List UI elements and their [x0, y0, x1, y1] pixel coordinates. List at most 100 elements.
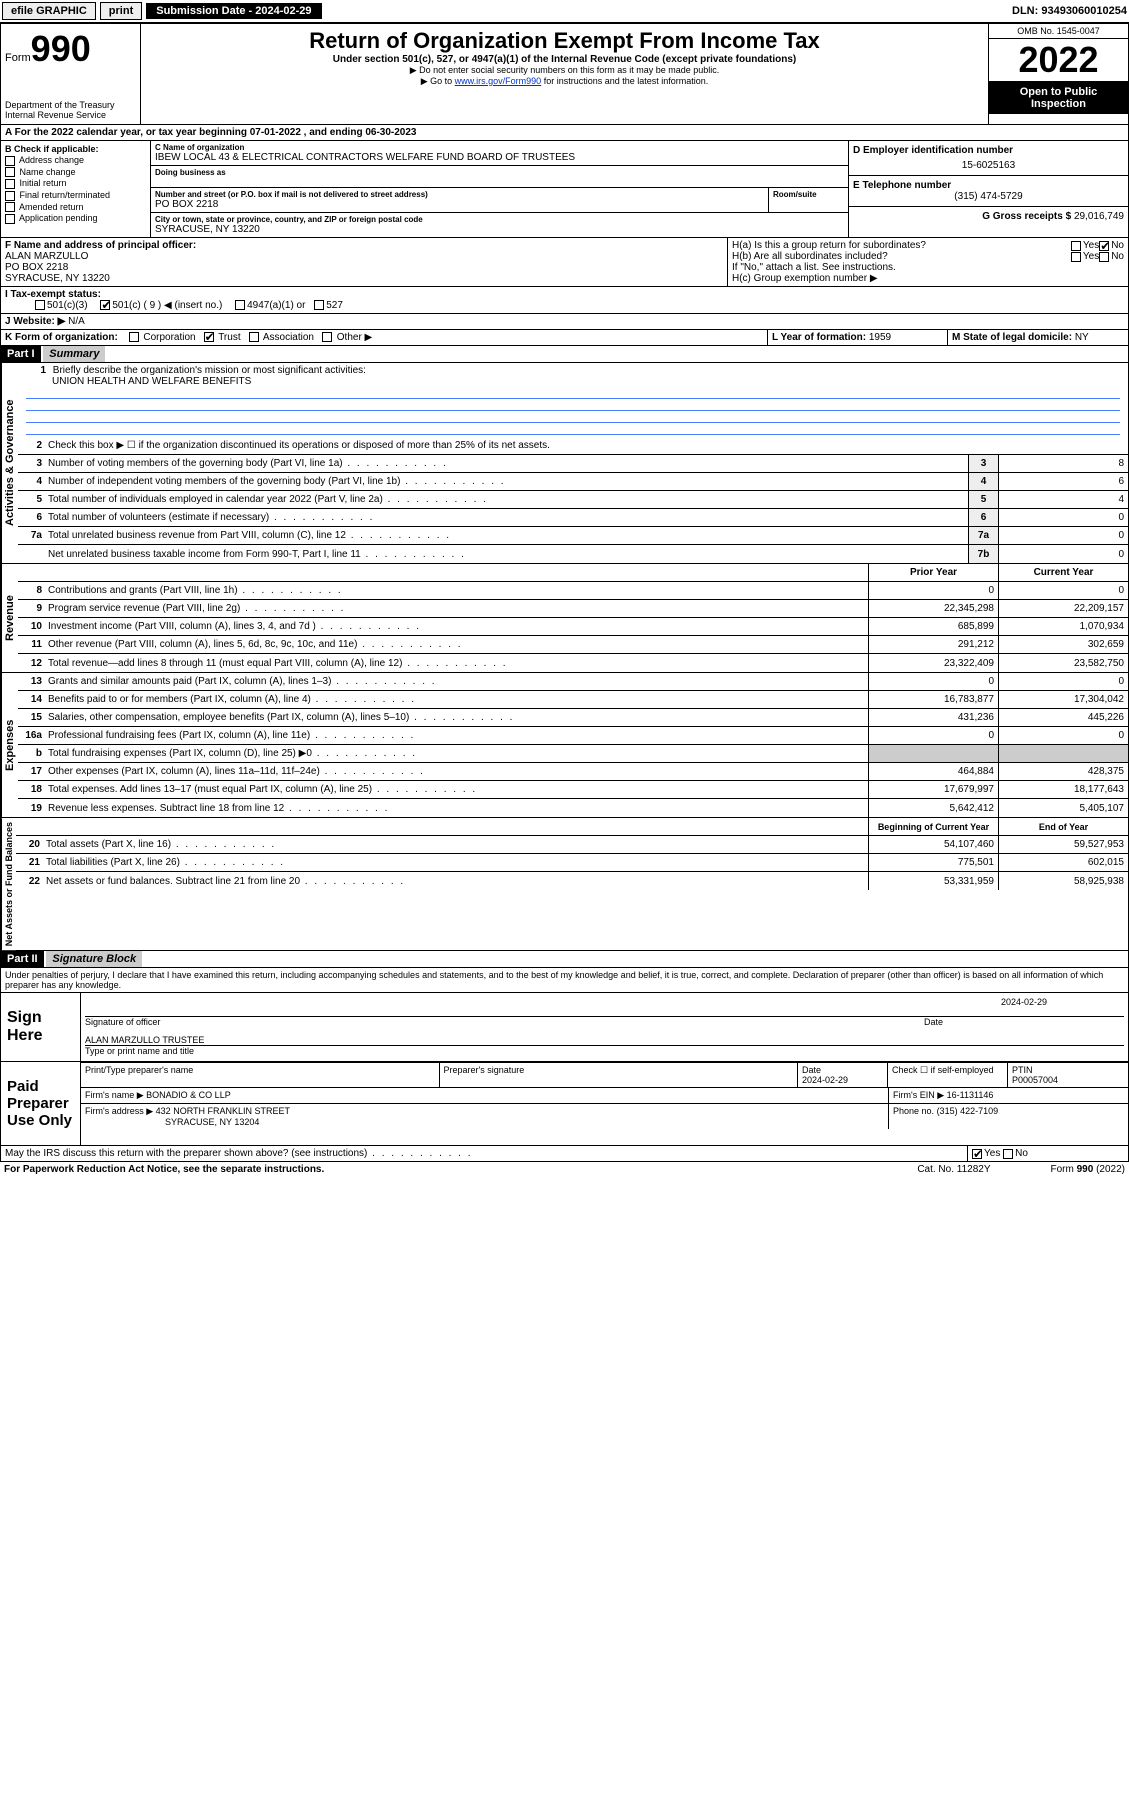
k-opt-checkbox[interactable]	[129, 332, 139, 342]
print-button[interactable]: print	[100, 2, 142, 20]
inspection-label: Open to Public Inspection	[989, 82, 1128, 114]
summary-line: Total number of individuals employed in …	[46, 493, 968, 506]
summary-line: Number of independent voting members of …	[46, 475, 968, 488]
city-state-zip: SYRACUSE, NY 13220	[155, 224, 844, 235]
prior-value: 16,783,877	[868, 691, 998, 708]
cat-no: Cat. No. 11282Y	[917, 1164, 990, 1175]
gross-label: G Gross receipts $	[982, 211, 1071, 222]
b-opt-checkbox[interactable]	[5, 191, 15, 201]
city-label: City or town, state or province, country…	[155, 215, 844, 224]
b-opt-checkbox[interactable]	[5, 214, 15, 224]
name-label: C Name of organization	[155, 143, 844, 152]
part1-title: Summary	[43, 346, 105, 362]
p-check: Check ☐ if self-employed	[888, 1063, 1008, 1088]
prior-value: 17,679,997	[868, 781, 998, 798]
current-value: 1,070,934	[998, 618, 1128, 635]
current-value: 5,405,107	[998, 799, 1128, 817]
current-value: 59,527,953	[998, 836, 1128, 853]
summary-line: Number of voting members of the governin…	[46, 457, 968, 470]
summary-line: Net unrelated business taxable income fr…	[46, 548, 968, 561]
current-value: 602,015	[998, 854, 1128, 871]
paid-preparer-block: Paid Preparer Use Only Print/Type prepar…	[0, 1062, 1129, 1146]
line-box: 5	[968, 491, 998, 508]
pra-notice: For Paperwork Reduction Act Notice, see …	[4, 1164, 324, 1175]
current-value: 17,304,042	[998, 691, 1128, 708]
sig-officer-label: Signature of officer	[85, 1017, 924, 1027]
hb-note: If "No," attach a list. See instructions…	[732, 262, 1124, 273]
sig-date: 2024-02-29	[924, 997, 1124, 1017]
summary-line: Total fundraising expenses (Part IX, col…	[46, 747, 868, 760]
p-date: 2024-02-29	[802, 1075, 848, 1085]
rev-label: Revenue	[1, 564, 18, 672]
summary-line: Total number of volunteers (estimate if …	[46, 511, 968, 524]
dept-label: Department of the Treasury Internal Reve…	[5, 100, 136, 120]
k-label: K Form of organization:	[5, 332, 118, 343]
prior-value: 23,322,409	[868, 654, 998, 672]
ha-yes[interactable]	[1071, 241, 1081, 251]
org-info-block: B Check if applicable: Address change Na…	[0, 141, 1129, 238]
domicile: NY	[1075, 332, 1089, 343]
form-title: Return of Organization Exempt From Incom…	[145, 28, 984, 54]
website: N/A	[68, 316, 85, 327]
prior-value: 0	[868, 582, 998, 599]
b-opt-checkbox[interactable]	[5, 167, 15, 177]
line-value: 0	[998, 545, 1128, 563]
phone-label: E Telephone number	[853, 180, 1124, 191]
irs-link[interactable]: www.irs.gov/Form990	[455, 76, 542, 86]
officer-name-title: ALAN MARZULLO TRUSTEE	[85, 1035, 1124, 1046]
discuss-no[interactable]	[1003, 1149, 1013, 1159]
prior-value	[868, 745, 998, 762]
year-formation: 1959	[869, 332, 891, 343]
q2-text: Check this box ▶ ☐ if the organization d…	[46, 439, 1128, 452]
summary-line: Other revenue (Part VIII, column (A), li…	[46, 638, 868, 651]
summary-line: Total assets (Part X, line 16)	[44, 838, 868, 851]
line-value: 0	[998, 509, 1128, 526]
na-label: Net Assets or Fund Balances	[1, 818, 16, 950]
net-assets-block: Net Assets or Fund Balances Beginning of…	[0, 818, 1129, 951]
summary-line: Professional fundraising fees (Part IX, …	[46, 729, 868, 742]
i-501c3[interactable]	[35, 300, 45, 310]
firm-name: BONADIO & CO LLP	[146, 1090, 231, 1100]
hc-label: H(c) Group exemption number ▶	[732, 273, 1124, 284]
form-number: 990	[31, 28, 91, 69]
b-opt-checkbox[interactable]	[5, 156, 15, 166]
line-value: 0	[998, 527, 1128, 544]
sign-here-label: Sign Here	[1, 993, 81, 1061]
k-opt-checkbox[interactable]	[322, 332, 332, 342]
summary-line: Other expenses (Part IX, column (A), lin…	[46, 765, 868, 778]
part2-title: Signature Block	[46, 951, 142, 967]
section-b: B Check if applicable: Address change Na…	[1, 141, 151, 237]
i-501c[interactable]	[100, 300, 110, 310]
i-4947[interactable]	[235, 300, 245, 310]
phone-value: (315) 474-5729	[853, 191, 1124, 202]
k-opt-checkbox[interactable]	[249, 332, 259, 342]
current-value: 302,659	[998, 636, 1128, 653]
submission-date: Submission Date - 2024-02-29	[146, 3, 321, 19]
end-year-header: End of Year	[998, 818, 1128, 835]
ein-value: 15-6025163	[853, 160, 1124, 171]
line-box: 6	[968, 509, 998, 526]
hb-yes[interactable]	[1071, 252, 1081, 262]
prior-year-header: Prior Year	[868, 564, 998, 581]
form-header: Form990 Department of the Treasury Inter…	[0, 23, 1129, 125]
part2-header: Part II	[1, 951, 44, 967]
discuss-yes[interactable]	[972, 1149, 982, 1159]
b-opt-checkbox[interactable]	[5, 179, 15, 189]
efile-label: efile GRAPHIC	[2, 2, 96, 20]
summary-line: Total liabilities (Part X, line 26)	[44, 856, 868, 869]
summary-line: Grants and similar amounts paid (Part IX…	[46, 675, 868, 688]
paid-label: Paid Preparer Use Only	[1, 1062, 81, 1145]
part1-header: Part I	[1, 346, 41, 362]
hb-no[interactable]	[1099, 252, 1109, 262]
firm-addr1: 432 NORTH FRANKLIN STREET	[156, 1106, 290, 1116]
k-opt-checkbox[interactable]	[204, 332, 214, 342]
ptin: P00057004	[1012, 1075, 1058, 1085]
b-opt-checkbox[interactable]	[5, 202, 15, 212]
footer: For Paperwork Reduction Act Notice, see …	[0, 1162, 1129, 1177]
officer-addr2: SYRACUSE, NY 13220	[5, 273, 723, 284]
summary-line: Investment income (Part VIII, column (A)…	[46, 620, 868, 633]
firm-ein: 16-1131146	[947, 1090, 994, 1100]
ha-no[interactable]	[1099, 241, 1109, 251]
i-527[interactable]	[314, 300, 324, 310]
officer-name: ALAN MARZULLO	[5, 251, 723, 262]
